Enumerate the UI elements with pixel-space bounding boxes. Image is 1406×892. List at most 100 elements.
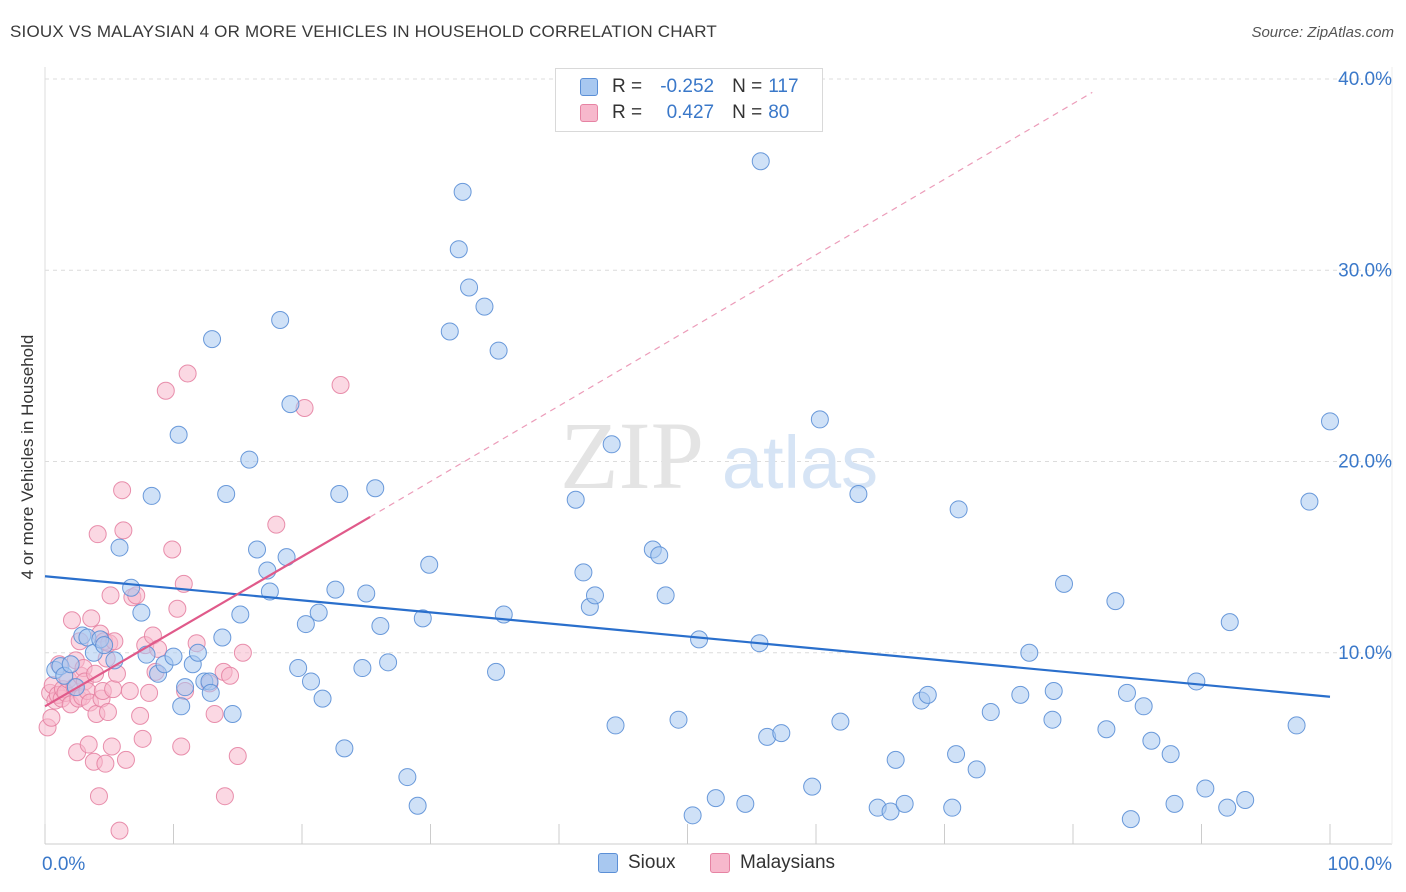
sioux-point: [487, 662, 506, 681]
malaysians-point: [221, 666, 240, 685]
sioux-point: [1097, 720, 1116, 739]
sioux-point: [1165, 794, 1184, 813]
sioux-point: [203, 330, 222, 349]
malaysians-point: [120, 682, 139, 700]
sioux-swatch: [580, 78, 598, 96]
sioux-point: [1142, 731, 1161, 750]
x-tick-label-max: 100.0%: [1328, 854, 1393, 875]
malaysians-point: [133, 729, 152, 748]
malaysians-point: [104, 680, 123, 699]
sioux-point: [357, 584, 376, 603]
malaysians-point: [82, 609, 101, 628]
sioux-point: [137, 645, 156, 664]
sioux-point: [260, 582, 279, 601]
sioux-point: [1161, 745, 1180, 764]
sioux-point: [309, 603, 328, 622]
sioux-point: [95, 636, 114, 655]
sioux-point: [475, 297, 494, 316]
sioux-point: [330, 485, 349, 504]
y-tick-label: 20.0%: [1338, 452, 1392, 473]
malaysians-point: [88, 525, 107, 544]
series-legend: Sioux Malaysians: [0, 852, 1406, 878]
sioux-point: [1287, 716, 1306, 735]
malaysians-point: [62, 611, 81, 630]
malaysians-point: [233, 643, 252, 662]
malaysians-trend-extension: [369, 91, 1093, 518]
malaysians-point: [331, 376, 350, 394]
malaysians-legend-label: Malaysians: [740, 852, 836, 873]
tick-labels: 10.0% 20.0% 30.0% 40.0% 0.0% 100.0%: [42, 69, 1392, 875]
legend-item-sioux[interactable]: Sioux: [598, 852, 676, 874]
sioux-point: [683, 806, 702, 825]
malaysians-point: [79, 735, 98, 754]
trend-lines: [44, 91, 1331, 708]
sioux-point: [810, 410, 829, 429]
sioux-point: [849, 485, 868, 504]
malaysians-point: [114, 521, 133, 540]
sioux-point: [706, 789, 725, 808]
sioux-point: [188, 643, 207, 662]
sioux-point: [1187, 672, 1206, 691]
watermark-zip: ZIP: [560, 402, 704, 509]
malaysians-point: [156, 381, 175, 400]
sioux-point: [366, 479, 385, 498]
malaysians-point: [42, 708, 61, 727]
legend-r-label: R =: [612, 76, 643, 97]
sioux-point: [379, 653, 398, 672]
sioux-point: [164, 647, 183, 666]
sioux-point: [1044, 682, 1063, 700]
legend-r-label: R =: [612, 102, 643, 123]
sioux-point: [566, 490, 585, 509]
malaysians-point: [163, 540, 182, 559]
malaysians-trend-line: [44, 516, 371, 708]
sioux-point: [943, 798, 962, 817]
sioux-point: [1300, 492, 1319, 511]
sioux-point: [602, 435, 621, 454]
sioux-point: [751, 152, 770, 171]
sioux-point: [1106, 592, 1125, 611]
sioux-point: [574, 563, 593, 582]
sioux-point: [408, 796, 427, 815]
sioux-point: [289, 659, 308, 678]
malaysians-point: [98, 703, 117, 722]
y-tick-label: 10.0%: [1338, 643, 1392, 664]
legend-item-malaysians[interactable]: Malaysians: [710, 852, 835, 874]
malaysians-point: [215, 787, 234, 806]
sioux-point: [132, 603, 151, 622]
source-credit: Source: ZipAtlas.com: [1251, 24, 1394, 41]
sioux-point: [61, 655, 80, 674]
sioux-point: [656, 586, 675, 605]
sioux-point: [271, 310, 290, 329]
sioux-point: [690, 630, 709, 649]
sioux-trend-line: [44, 575, 1331, 698]
sioux-point: [1134, 697, 1153, 716]
malaysians-point: [86, 664, 105, 683]
malaysians-swatch: [580, 104, 598, 122]
sioux-point: [169, 425, 188, 444]
sioux-point: [353, 659, 372, 678]
y-tick-label: 30.0%: [1338, 260, 1392, 281]
sioux-point: [420, 555, 439, 574]
malaysians-point: [228, 747, 247, 766]
sioux-point: [301, 672, 320, 691]
sioux-point: [326, 580, 345, 599]
sioux-point: [803, 777, 822, 796]
sioux-point: [217, 485, 236, 504]
malaysians-point: [96, 754, 115, 773]
sioux-point: [1043, 710, 1062, 729]
sioux-point: [223, 704, 242, 723]
sioux-point: [1220, 613, 1239, 632]
sioux-point: [831, 712, 850, 731]
sioux-point: [736, 794, 755, 813]
sioux-point: [453, 182, 472, 201]
legend-row-malaysians: R = 0.427 N = 80: [580, 101, 789, 125]
malaysians-point: [110, 821, 129, 840]
malaysians-legend-swatch: [710, 853, 730, 873]
axes: [44, 67, 1393, 845]
legend-row-sioux: R = -0.252 N = 117: [580, 75, 799, 99]
legend-n-label: N =: [732, 102, 763, 123]
sioux-point: [231, 605, 250, 624]
legend-n-value: 80: [768, 102, 790, 123]
sioux-legend-swatch: [598, 853, 618, 873]
